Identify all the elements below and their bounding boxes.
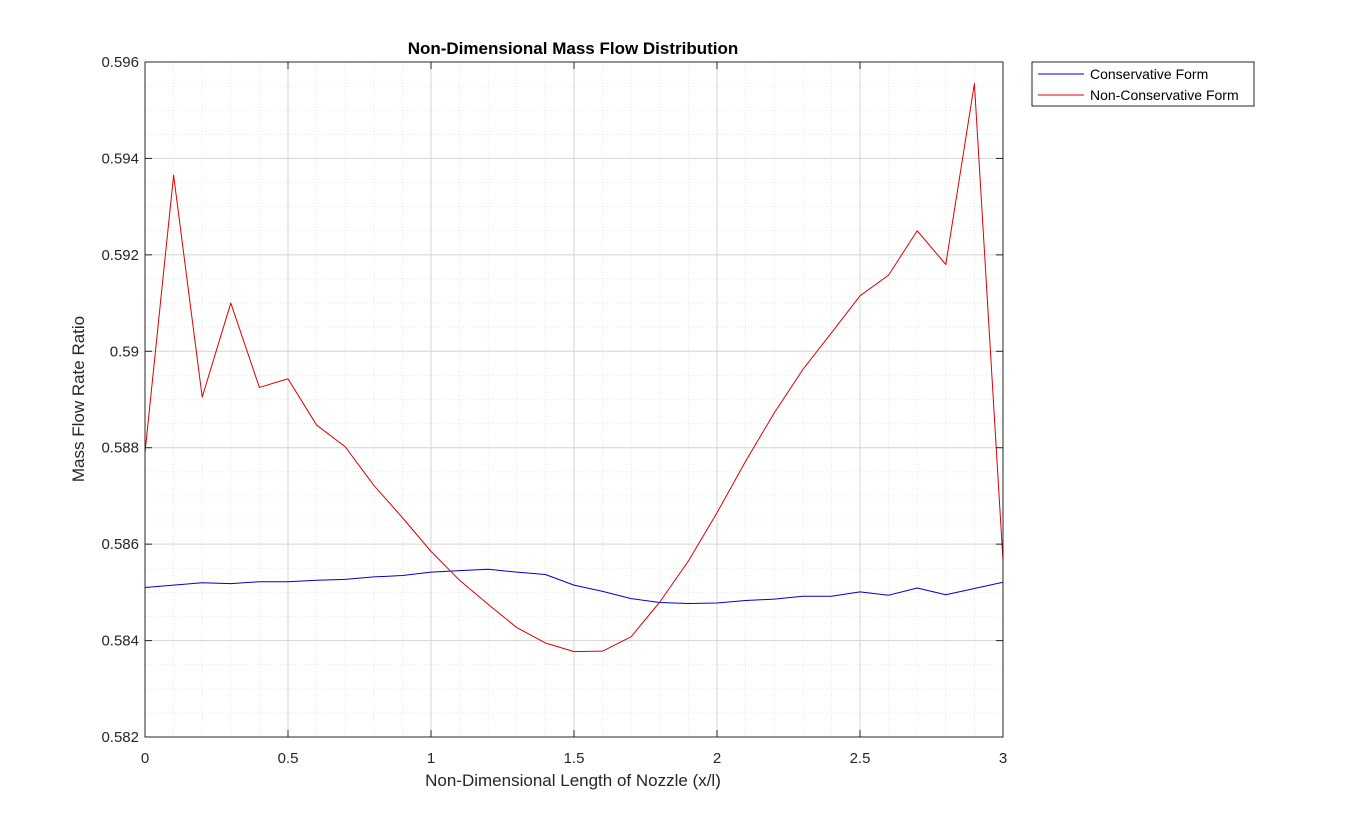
legend-box [1031, 61, 1255, 107]
y-tick-label: 0.584 [101, 633, 139, 650]
y-axis-label: Mass Flow Rate Ratio [69, 316, 88, 482]
x-tick-label: 2 [713, 750, 721, 767]
ticks [144, 61, 1004, 738]
legend[interactable]: Conservative Form Non-Conservative Form [1031, 61, 1255, 107]
x-tick-label: 1.5 [564, 750, 585, 767]
y-tick-label: 0.59 [110, 343, 139, 360]
legend-items: Conservative Form Non-Conservative Form [1038, 66, 1239, 103]
y-tick-labels: 0.582 0.584 0.586 0.588 0.59 0.592 0.594 0.596 [101, 54, 139, 746]
x-tick-label: 3 [999, 750, 1007, 767]
x-tick-labels: 0 0.5 1 1.5 2 2.5 3 [141, 750, 1007, 767]
y-tick-label: 0.592 [101, 247, 139, 264]
x-tick-label: 2.5 [850, 750, 871, 767]
y-tick-label: 0.586 [101, 536, 139, 553]
plot-area [144, 61, 1004, 738]
legend-label: Conservative Form [1090, 66, 1208, 82]
x-tick-label: 0.5 [278, 750, 299, 767]
y-tick-label: 0.594 [101, 150, 139, 167]
x-tick-label: 0 [141, 750, 149, 767]
series-line-conservative-form [144, 568, 1004, 604]
legend-item[interactable]: Non-Conservative Form [1038, 87, 1239, 103]
chart-title: Non-Dimensional Mass Flow Distribution [408, 39, 739, 58]
legend-item[interactable]: Conservative Form [1038, 66, 1208, 82]
series-layer [144, 83, 1004, 653]
y-tick-label: 0.596 [101, 54, 139, 71]
legend-label: Non-Conservative Form [1090, 87, 1239, 103]
y-tick-label: 0.588 [101, 440, 139, 457]
y-tick-label: 0.582 [101, 729, 139, 746]
x-axis-label: Non-Dimensional Length of Nozzle (x/l) [425, 771, 721, 790]
series-line-non-conservative-form [144, 83, 1004, 653]
x-tick-label: 1 [427, 750, 435, 767]
